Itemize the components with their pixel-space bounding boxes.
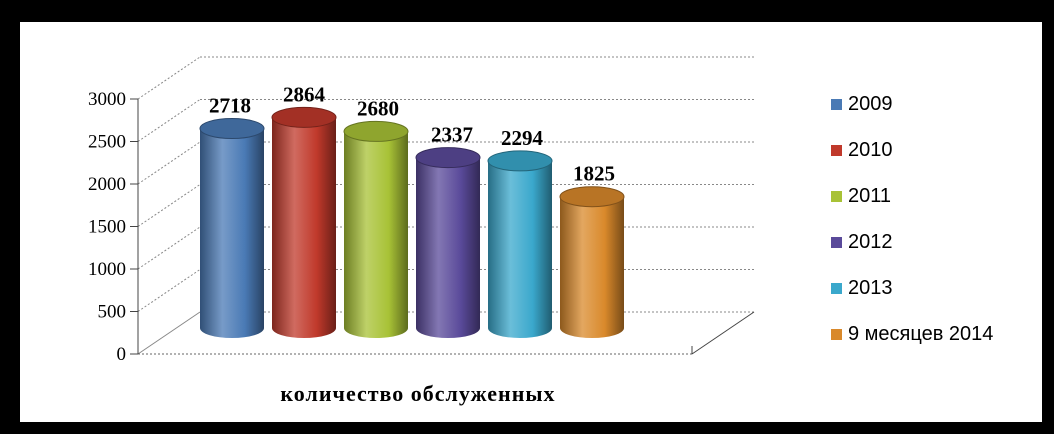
legend-item: 2010 [831, 139, 893, 161]
bar-body [416, 157, 480, 338]
chart-legend: 2009 2010 2011 2012 2013 9 месяцев 2014 [831, 93, 993, 345]
chart-bars [199, 106, 625, 338]
y-tick-label: 2500 [88, 132, 126, 153]
legend-item: 2011 [831, 185, 891, 207]
legend-item: 2009 [831, 93, 893, 115]
y-tick-label: 2000 [88, 174, 126, 195]
bar-2010 [271, 106, 337, 338]
legend-item: 2012 [831, 231, 893, 253]
bar-body [488, 160, 552, 338]
bar-top [487, 150, 553, 172]
gridline-side [137, 226, 201, 270]
chart-axes: 0 500 1000 1500 2000 2500 3000 [88, 56, 755, 365]
legend-label: 9 месяцев 2014 [848, 323, 993, 345]
y-tick-label: 3000 [88, 89, 126, 110]
bar-body [344, 131, 408, 338]
bar-2012 [415, 147, 481, 338]
bar-top [343, 120, 409, 142]
bar-body [560, 196, 624, 338]
data-label: 2337 [431, 123, 473, 147]
legend-item: 2013 [831, 277, 893, 299]
floor-right-edge [691, 311, 755, 355]
bar-body [200, 128, 264, 338]
bar-body [272, 117, 336, 338]
legend-label: 2011 [848, 185, 891, 207]
legend-label: 2012 [848, 231, 893, 253]
bar-2013 [487, 150, 553, 338]
x-axis-label: количество обслуженных [280, 381, 555, 406]
legend-label: 2013 [848, 277, 893, 299]
legend-label: 2009 [848, 93, 893, 115]
gridline-side [137, 269, 201, 312]
data-label: 2294 [501, 126, 544, 150]
bar-2011 [343, 120, 409, 338]
data-label: 2680 [357, 96, 399, 120]
gridline-side [137, 56, 201, 100]
legend-swatch [831, 99, 842, 110]
legend-swatch [831, 283, 842, 294]
legend-label: 2010 [848, 139, 893, 161]
legend-item: 9 месяцев 2014 [831, 323, 993, 345]
gridline-side [137, 311, 201, 355]
bar-2009 [199, 118, 265, 338]
y-tick-label: 0 [117, 344, 127, 365]
bar-9-месяцев-2014 [559, 186, 625, 338]
bar-top [199, 118, 265, 140]
legend-swatch [831, 191, 842, 202]
gridline-side [137, 184, 201, 227]
data-label: 1825 [573, 162, 615, 186]
data-label: 2864 [283, 82, 326, 106]
gridline-side [137, 141, 201, 185]
bar-top [559, 186, 625, 208]
legend-swatch [831, 145, 842, 156]
bar-top [271, 106, 337, 128]
gridline-side [137, 99, 201, 142]
legend-swatch [831, 329, 842, 340]
y-tick-label: 500 [98, 302, 127, 323]
data-label: 2718 [209, 94, 251, 118]
y-tick-label: 1000 [88, 259, 126, 280]
y-tick-label: 1500 [88, 217, 126, 238]
bar-top [415, 147, 481, 169]
chart-data-labels: 2718 2864 2680 2337 2294 1825 [209, 82, 615, 185]
legend-swatch [831, 237, 842, 248]
